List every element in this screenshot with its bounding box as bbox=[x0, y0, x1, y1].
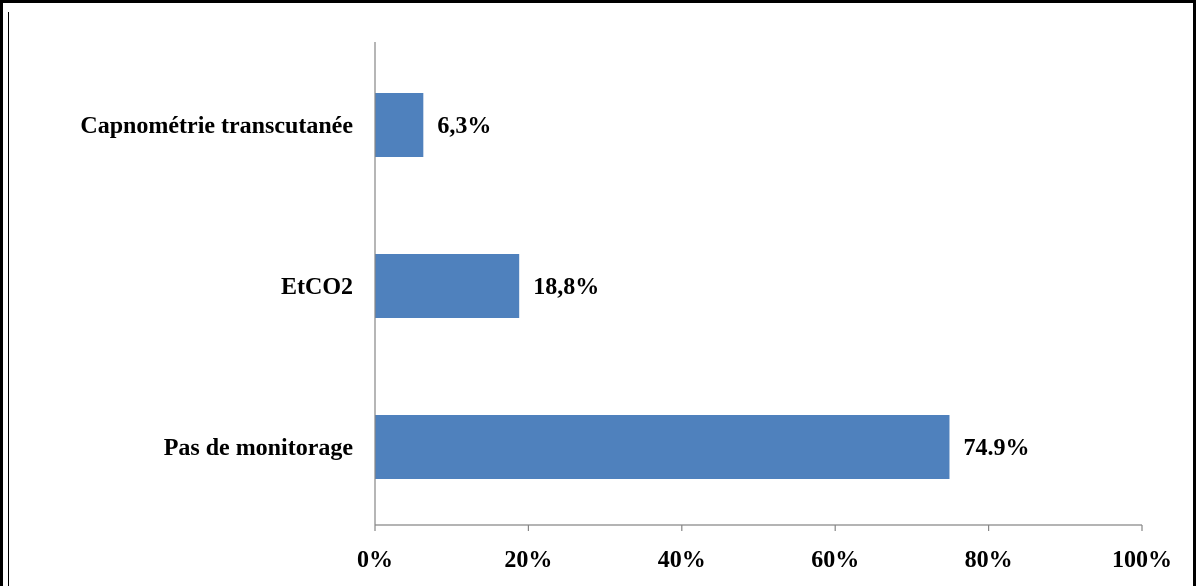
x-tick-label: 40% bbox=[658, 547, 706, 573]
bars-layer bbox=[375, 93, 950, 479]
x-tick-label: 80% bbox=[965, 547, 1013, 573]
x-tick-label: 60% bbox=[811, 547, 859, 573]
frame-inner-line bbox=[8, 12, 9, 586]
data-label: 74.9% bbox=[963, 435, 1029, 461]
labels-layer: Capnométrie transcutanée 6,3% EtCO2 18,8% Pa… bbox=[80, 113, 1172, 573]
category-label: EtCO2 bbox=[281, 274, 353, 300]
x-tick-label: 20% bbox=[504, 547, 552, 573]
data-label: 6,3% bbox=[437, 113, 491, 139]
data-label: 18,8% bbox=[533, 274, 599, 300]
bar bbox=[375, 254, 520, 318]
x-tick-label: 0% bbox=[357, 547, 393, 573]
category-label: Capnométrie transcutanée bbox=[80, 113, 353, 139]
category-label: Pas de monitorage bbox=[164, 435, 354, 461]
x-tick-label: 100% bbox=[1112, 547, 1172, 573]
axes-layer bbox=[374, 42, 1143, 531]
bar bbox=[375, 415, 950, 479]
bar bbox=[375, 93, 424, 157]
